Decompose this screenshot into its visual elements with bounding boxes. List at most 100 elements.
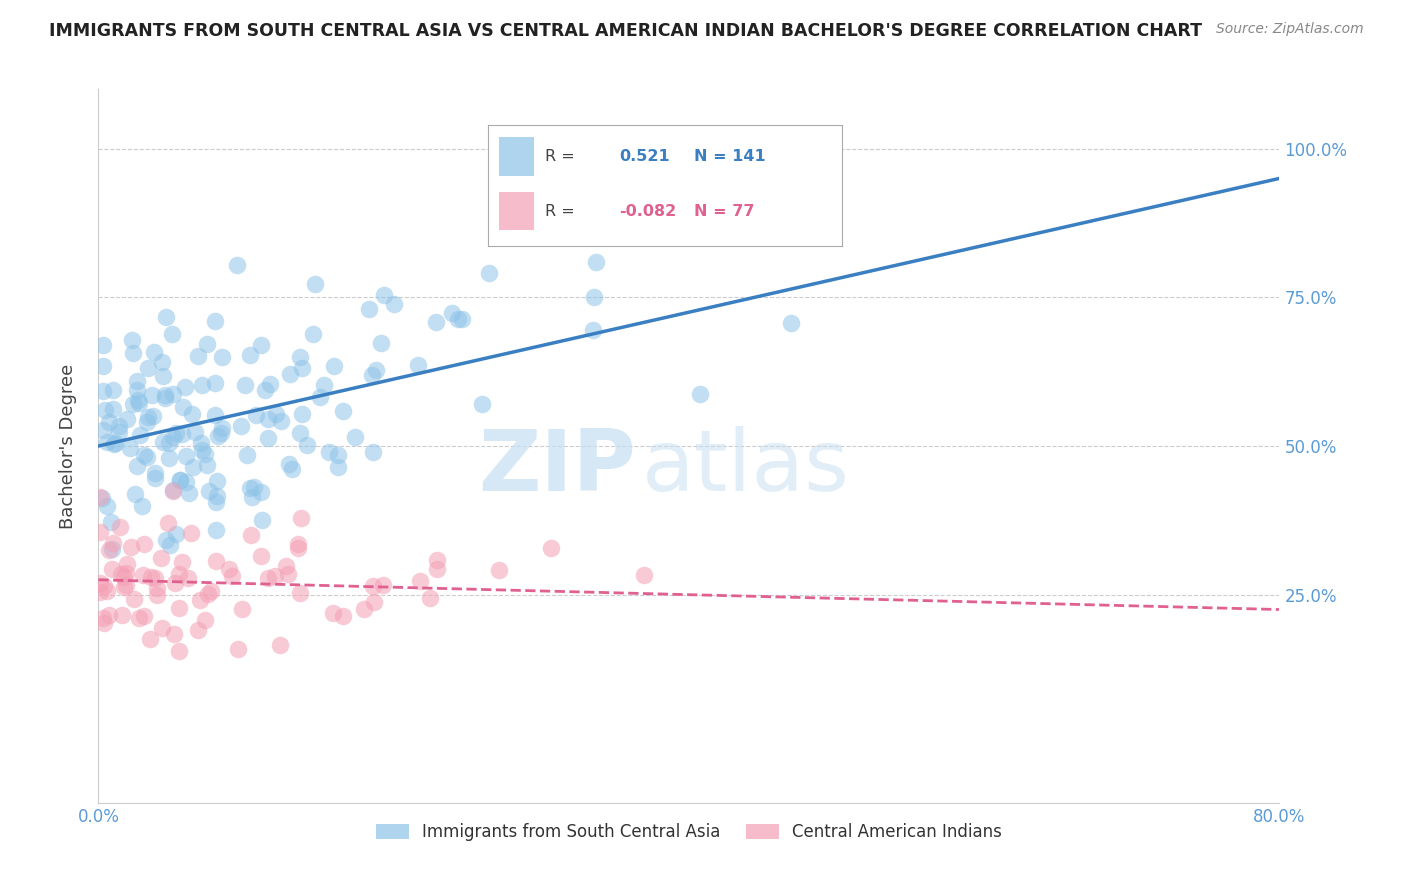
Point xyxy=(174,475,197,490)
Point xyxy=(585,255,607,269)
Point xyxy=(287,537,309,551)
Point xyxy=(583,290,606,304)
Point xyxy=(112,580,135,594)
Point xyxy=(302,326,325,341)
Point xyxy=(373,288,395,302)
Point xyxy=(233,378,256,392)
Point xyxy=(240,490,263,504)
Point xyxy=(128,611,150,625)
Text: ZIP: ZIP xyxy=(478,425,636,509)
Point xyxy=(150,621,173,635)
Point xyxy=(96,434,118,449)
Point xyxy=(127,459,149,474)
Point xyxy=(167,567,190,582)
Point xyxy=(142,345,165,359)
Point xyxy=(209,425,232,440)
Point xyxy=(257,571,280,585)
Point xyxy=(263,569,285,583)
Point xyxy=(103,436,125,450)
Point xyxy=(134,448,156,462)
Point xyxy=(370,335,392,350)
Point xyxy=(361,579,384,593)
Point xyxy=(540,541,562,555)
Point xyxy=(191,378,214,392)
Point xyxy=(101,383,124,397)
Point xyxy=(288,350,311,364)
Point xyxy=(170,555,193,569)
Point xyxy=(425,315,447,329)
Point xyxy=(162,430,184,444)
Point xyxy=(157,450,180,465)
Point xyxy=(190,435,212,450)
Point xyxy=(162,386,184,401)
Point xyxy=(141,387,163,401)
Point xyxy=(173,379,195,393)
Point xyxy=(143,470,166,484)
Point xyxy=(112,570,135,584)
Point xyxy=(96,584,118,599)
Point xyxy=(290,511,312,525)
Point xyxy=(100,515,122,529)
Point xyxy=(249,549,271,563)
Point xyxy=(91,338,114,352)
Point xyxy=(155,387,177,401)
Point xyxy=(204,408,226,422)
Point xyxy=(187,623,209,637)
Point xyxy=(146,588,169,602)
Point xyxy=(360,368,382,383)
Point xyxy=(321,606,343,620)
Point xyxy=(250,338,273,352)
Point xyxy=(207,429,229,443)
Point xyxy=(157,436,180,450)
Point xyxy=(91,423,114,437)
Point xyxy=(136,450,159,464)
Point xyxy=(181,408,204,422)
Point xyxy=(363,595,385,609)
Point xyxy=(440,306,463,320)
Point xyxy=(96,499,118,513)
Point xyxy=(127,383,149,397)
Point xyxy=(312,377,335,392)
Point xyxy=(357,301,380,316)
Point xyxy=(205,489,228,503)
Point xyxy=(153,391,176,405)
Text: atlas: atlas xyxy=(641,425,849,509)
Point xyxy=(332,403,354,417)
Point xyxy=(406,358,429,372)
Point xyxy=(447,312,470,326)
Point xyxy=(93,403,115,417)
Point xyxy=(115,566,138,581)
Point xyxy=(104,436,127,450)
Point xyxy=(97,608,120,623)
Legend: Immigrants from South Central Asia, Central American Indians: Immigrants from South Central Asia, Cent… xyxy=(368,817,1010,848)
Point xyxy=(108,419,131,434)
Point xyxy=(323,359,346,373)
Point xyxy=(204,376,226,390)
Text: Source: ZipAtlas.com: Source: ZipAtlas.com xyxy=(1216,22,1364,37)
Point xyxy=(167,600,190,615)
Point xyxy=(165,527,187,541)
Point xyxy=(344,430,367,444)
Point xyxy=(156,516,179,530)
Point xyxy=(183,459,205,474)
Point xyxy=(194,447,217,461)
Point xyxy=(101,402,124,417)
Point xyxy=(127,392,149,407)
Point xyxy=(117,558,139,572)
Point xyxy=(93,616,115,631)
Point xyxy=(239,481,262,495)
Point xyxy=(250,484,273,499)
Point xyxy=(582,323,605,337)
Point xyxy=(364,362,387,376)
Point xyxy=(139,632,162,647)
Point xyxy=(150,551,173,566)
Point xyxy=(287,541,309,555)
Point xyxy=(288,586,311,600)
Point xyxy=(231,419,253,434)
Point xyxy=(89,525,111,540)
Point xyxy=(221,569,243,583)
Point xyxy=(269,638,291,652)
Point xyxy=(180,526,202,541)
Point xyxy=(143,466,166,480)
Point xyxy=(152,368,174,383)
